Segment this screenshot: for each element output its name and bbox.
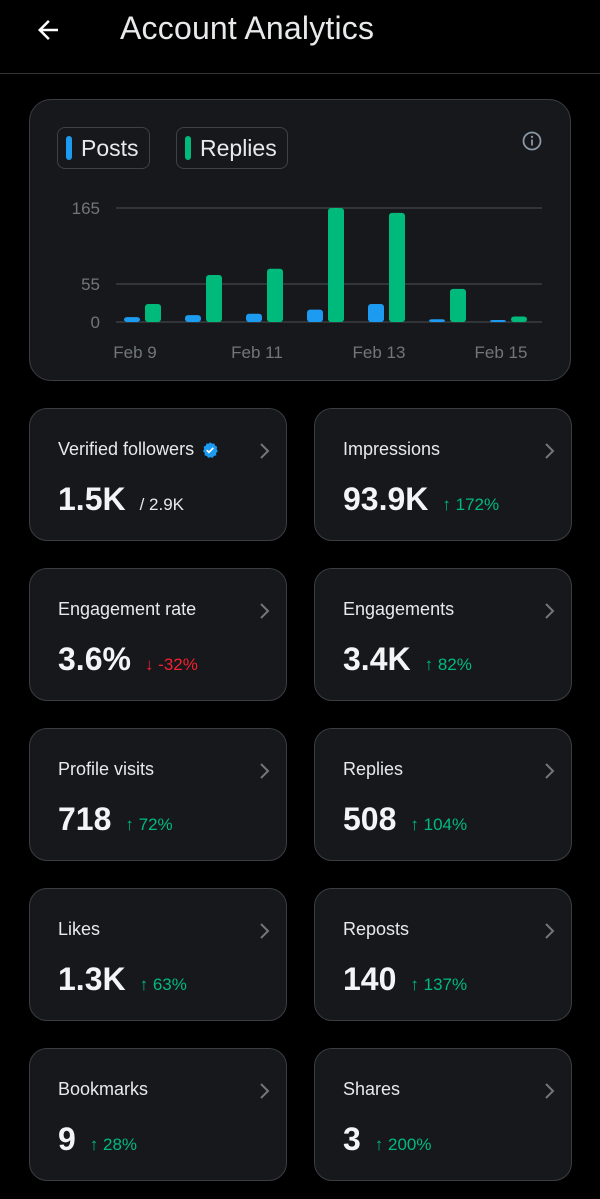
stat-row: 93.9K ↑ 172% [343, 481, 499, 518]
stat-row: 3.4K ↑ 82% [343, 641, 472, 678]
stat-label: Impressions [343, 439, 441, 459]
legend-replies[interactable]: Replies [176, 127, 288, 169]
bar-posts[interactable] [124, 317, 140, 322]
bar-posts[interactable] [429, 319, 445, 322]
stat-row: 3 ↑ 200% [343, 1121, 432, 1158]
stat-row: 508 ↑ 104% [343, 801, 467, 838]
stat-change: ↑ 137% [410, 975, 468, 994]
chevron-right-icon [545, 1083, 555, 1099]
stat-label: Engagements [343, 599, 455, 619]
back-button[interactable] [28, 10, 68, 50]
chevron-right-icon [545, 923, 555, 939]
bar-posts[interactable] [490, 320, 506, 322]
stat-row: 9 ↑ 28% [58, 1121, 137, 1158]
bar-replies[interactable] [145, 304, 161, 322]
stat-label: Verified followers [58, 439, 195, 459]
stat-change: ↑ 172% [442, 495, 500, 514]
chevron-right-icon [260, 1083, 270, 1099]
stat-row: 1.5K / 2.9K [58, 481, 184, 518]
stat-change: ↑ 82% [424, 655, 472, 674]
stat-card-replies[interactable]: Replies 508 ↑ 104% [314, 728, 572, 861]
y-tick-label: 55 [81, 275, 100, 294]
x-tick-label: Feb 15 [475, 343, 528, 362]
stat-label: Replies [343, 759, 404, 779]
stat-card-shares[interactable]: Shares 3 ↑ 200% [314, 1048, 572, 1181]
bar-posts[interactable] [368, 304, 384, 322]
stat-change: ↓ -32% [144, 655, 198, 674]
bar-replies[interactable] [511, 316, 527, 322]
stat-card-engagements[interactable]: Engagements 3.4K ↑ 82% [314, 568, 572, 701]
chevron-right-icon [260, 443, 270, 459]
stat-value: 718 [58, 801, 112, 837]
stat-change: ↑ 200% [374, 1135, 432, 1154]
stat-label: Reposts [343, 919, 410, 939]
chevron-right-icon [545, 763, 555, 779]
top-bar: Account Analytics [0, 0, 600, 74]
stat-row: 718 ↑ 72% [58, 801, 173, 838]
x-tick-label: Feb 9 [113, 343, 156, 362]
stat-change: ↑ 72% [125, 815, 173, 834]
stat-value: 508 [343, 801, 397, 837]
legend-replies-label: Replies [200, 134, 277, 161]
stat-label: Bookmarks [58, 1079, 149, 1099]
bar-chart: 165 55 0 Feb 9 Feb 11 Feb 13 Feb 15 [72, 199, 542, 362]
stat-row: 1.3K ↑ 63% [58, 961, 187, 998]
stat-row: 140 ↑ 137% [343, 961, 467, 998]
chevron-right-icon [260, 603, 270, 619]
bar-posts[interactable] [307, 309, 323, 322]
legend-posts[interactable]: Posts [57, 127, 150, 169]
stat-label: Engagement rate [58, 599, 197, 619]
stat-value: 93.9K [343, 481, 429, 517]
stat-row: 3.6% ↓ -32% [58, 641, 198, 678]
chevron-right-icon [260, 763, 270, 779]
stat-value: 1.3K [58, 961, 126, 997]
stat-change: ↑ 104% [410, 815, 468, 834]
info-icon[interactable] [521, 130, 543, 152]
stat-card-bookmarks[interactable]: Bookmarks 9 ↑ 28% [29, 1048, 287, 1181]
bar-replies[interactable] [267, 268, 283, 322]
posts-swatch [66, 136, 72, 160]
bar-replies[interactable] [328, 208, 344, 322]
x-tick-label: Feb 11 [231, 343, 283, 362]
stat-value: 1.5K [58, 481, 126, 517]
page-title: Account Analytics [120, 10, 375, 46]
verified-badge-icon [203, 441, 218, 458]
stat-label: Likes [58, 919, 101, 939]
stat-value: 3 [343, 1121, 361, 1157]
arrow-left-icon [38, 20, 58, 40]
bar-posts[interactable] [185, 315, 201, 322]
y-tick-label: 165 [72, 199, 100, 218]
chevron-right-icon [260, 923, 270, 939]
stat-card-verified-followers[interactable]: Verified followers 1.5K / 2.9K [29, 408, 287, 541]
stat-sub: / 2.9K [139, 495, 185, 514]
bar-posts[interactable] [246, 313, 262, 322]
y-tick-label: 0 [91, 313, 100, 332]
stat-value: 140 [343, 961, 397, 997]
stat-change: ↑ 28% [89, 1135, 138, 1154]
stat-card-reposts[interactable]: Reposts 140 ↑ 137% [314, 888, 572, 1021]
x-tick-label: Feb 13 [353, 343, 406, 362]
bar-replies[interactable] [206, 275, 222, 322]
stat-card-engagement-rate[interactable]: Engagement rate 3.6% ↓ -32% [29, 568, 287, 701]
stat-change: ↑ 63% [139, 975, 187, 994]
stat-label-wrap: Verified followers [58, 439, 219, 460]
stat-card-likes[interactable]: Likes 1.3K ↑ 63% [29, 888, 287, 1021]
stat-card-impressions[interactable]: Impressions 93.9K ↑ 172% [314, 408, 572, 541]
chart-card: Posts Replies 165 55 0 Feb 9 Feb 11 Feb 13 Feb… [29, 99, 571, 381]
replies-swatch [185, 136, 191, 160]
chevron-right-icon [545, 443, 555, 459]
stat-card-profile-visits[interactable]: Profile visits 718 ↑ 72% [29, 728, 287, 861]
bar-replies[interactable] [389, 212, 405, 322]
stat-value: 9 [58, 1121, 76, 1157]
chevron-right-icon [545, 603, 555, 619]
legend-posts-label: Posts [81, 134, 139, 161]
bar-replies[interactable] [450, 288, 466, 322]
stat-label: Shares [343, 1079, 401, 1099]
stat-value: 3.6% [58, 641, 131, 677]
stat-label: Profile visits [58, 759, 155, 779]
stat-value: 3.4K [343, 641, 411, 677]
